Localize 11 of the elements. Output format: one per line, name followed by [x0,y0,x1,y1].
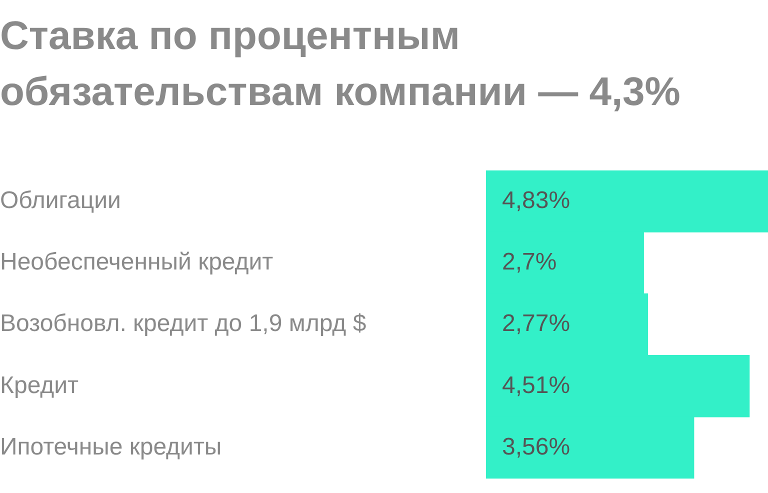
data-label: 4,83% [502,186,570,214]
y-tick-label: Ипотечные кредиты [0,433,222,460]
data-label: 2,77% [502,310,570,338]
data-label: 2,7% [502,248,557,276]
y-tick-label: Необеспеченный кредит [0,248,274,276]
data-label: 4,51% [502,372,570,399]
y-tick-label: Облигации [0,186,121,214]
y-tick-label: Возобновл. кредит до 1,9 млрд $ [0,310,366,338]
data-label: 3,56% [502,433,570,460]
chart-title: Ставка по процентным обязательствам компании — 4,3% [0,13,682,116]
y-tick-label: Кредит [0,372,79,399]
